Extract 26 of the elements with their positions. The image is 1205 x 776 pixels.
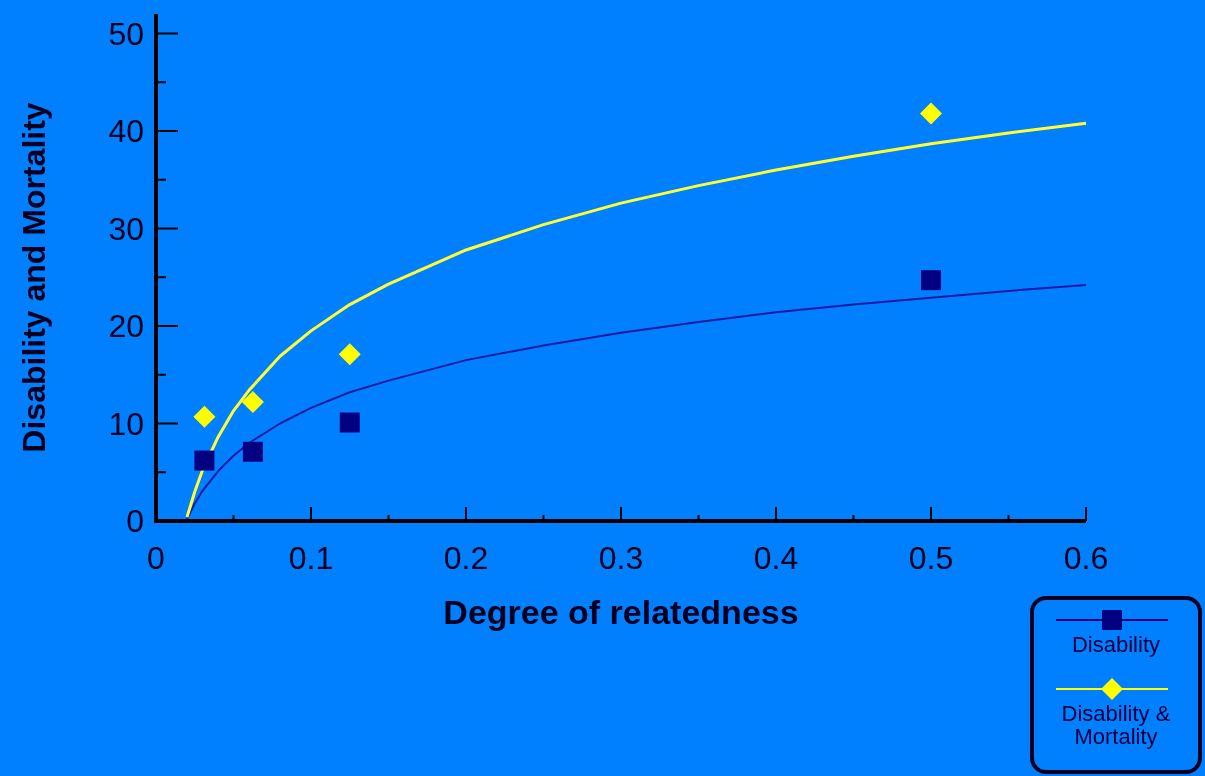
point (920, 102, 942, 125)
line-series (186, 284, 1087, 521)
y-tick-label: 20 (108, 308, 144, 345)
x-tick-label: 0.3 (598, 540, 644, 576)
y-tick-label: 40 (108, 113, 144, 150)
x-tick-label: 0.1 (288, 540, 334, 576)
legend-label: Disability (1071, 632, 1161, 657)
point (339, 412, 360, 433)
point (242, 441, 263, 462)
y-tick-label: 0 (126, 503, 144, 540)
x-tick-label: 0.2 (443, 540, 489, 576)
y-tick-label: 30 (108, 210, 144, 247)
point (194, 450, 215, 471)
y-tick-label: 50 (108, 15, 144, 52)
x-tick-label: 0.6 (1063, 540, 1109, 576)
point (338, 343, 361, 366)
point (921, 270, 941, 291)
x-tick-label: 0.5 (908, 540, 954, 576)
legend-label: Disability & Mortality (1061, 701, 1171, 749)
point (193, 405, 216, 428)
point (241, 391, 264, 414)
x-tick-label: 0.4 (753, 540, 799, 576)
y-axis-title: Disability and Mortality (16, 102, 52, 453)
line-series (185, 121, 1088, 519)
y-tick-label: 10 (108, 405, 144, 442)
x-axis-title: Degree of relatedness (443, 593, 799, 631)
